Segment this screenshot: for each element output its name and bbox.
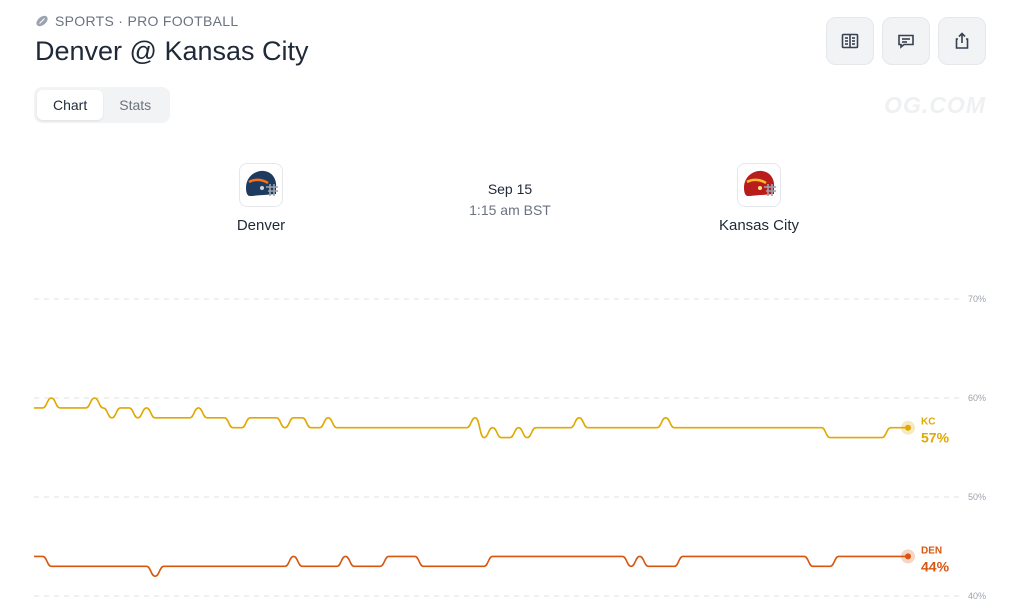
game-date: Sep 15 [487,181,533,197]
series-value-label: 57% [921,430,950,446]
page-title: Denver @ Kansas City [35,36,309,66]
share-icon [955,32,969,49]
y-tick-label: 60% [968,393,986,403]
breadcrumb-text[interactable]: SPORTS · PRO FOOTBALL [55,13,239,29]
football-icon [36,15,48,27]
action-bar [826,17,986,65]
share-button[interactable] [938,17,986,65]
game-info: Sep 15 1:15 am BST [440,181,580,218]
series-name-label: DEN [921,545,942,556]
team-away: Denver [191,163,331,234]
denver-helmet-icon [239,163,283,207]
team-home: Kansas City [689,163,829,234]
comment-button[interactable] [882,17,930,65]
kansas-city-helmet-icon [737,163,781,207]
y-tick-label: 50% [968,492,986,502]
y-tick-label: 40% [968,591,986,601]
team-away-name: Denver [236,217,286,234]
tab-chart[interactable]: Chart [37,90,104,120]
watermark-logo: OG.COM [884,92,986,118]
book-button[interactable] [826,17,874,65]
breadcrumb: SPORTS · PRO FOOTBALL [35,13,238,29]
view-tabs: Chart Stats [34,87,171,123]
series-line-den [34,555,908,578]
series-name-label: KC [921,417,935,428]
tab-stats[interactable]: Stats [119,97,152,113]
team-home-name: Kansas City [718,217,800,234]
series-line-kc [34,397,908,439]
y-tick-label: 70% [968,294,986,304]
game-time: 1:15 am BST [469,202,551,218]
comment-icon [898,34,914,49]
series-endpoint-dot[interactable] [905,424,911,431]
book-icon [841,33,859,49]
series-endpoint-dot[interactable] [905,553,911,560]
series-value-label: 44% [921,558,950,574]
